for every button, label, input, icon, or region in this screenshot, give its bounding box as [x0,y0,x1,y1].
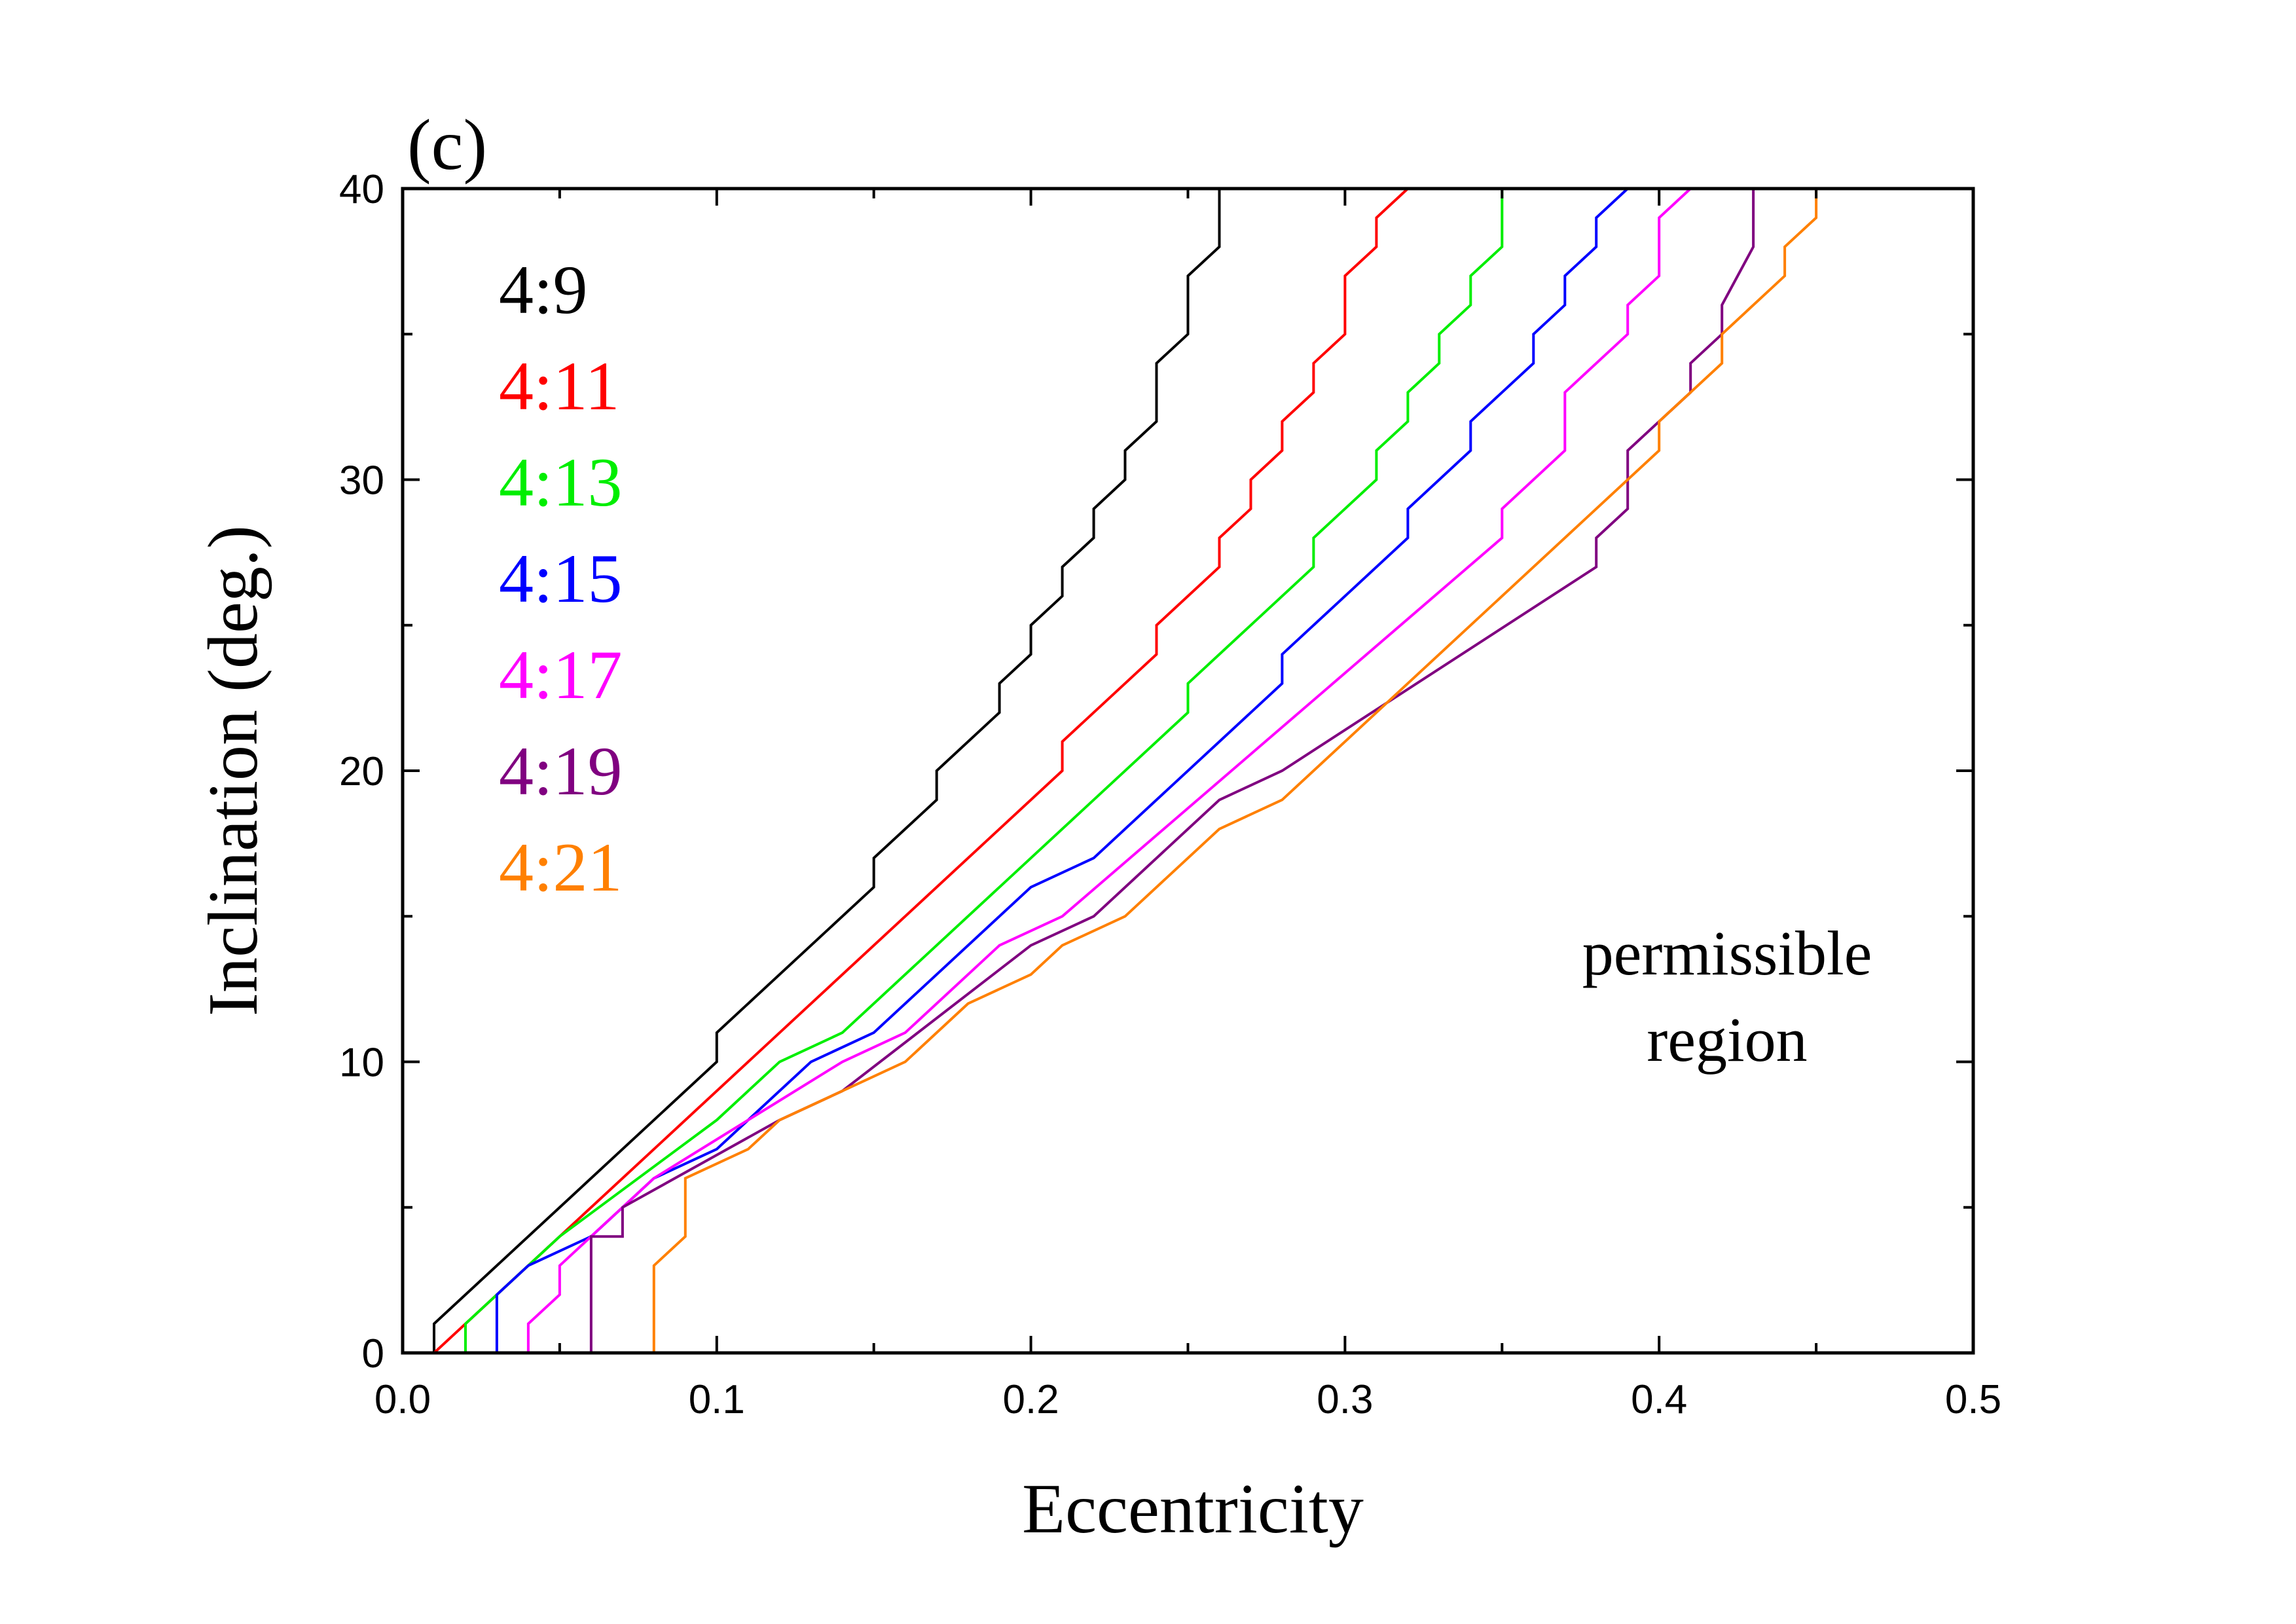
y-tick-labels: 0 10 20 30 40 [339,167,384,1376]
legend-entry-4-13: 4:13 [499,444,622,521]
y-tick-label: 10 [339,1041,384,1086]
legend-entry-4-11: 4:11 [499,348,620,424]
x-tick-label: 0.0 [374,1377,431,1422]
legend: 4:9 4:11 4:13 4:15 4:17 4:19 4:21 [499,251,622,906]
series-line-4-11 [433,187,1409,1354]
legend-entry-4-19: 4:19 [499,733,622,809]
y-axis-label: Inclination (deg.) [194,525,272,1016]
series-line-4-21 [652,189,1818,1353]
legend-entry-4-17: 4:17 [499,637,622,713]
y-tick-label: 40 [339,167,384,212]
x-tick-labels: 0.0 0.1 0.2 0.3 0.4 0.5 [374,1377,2001,1422]
legend-entry-4-9: 4:9 [499,251,587,328]
x-tick-label: 0.4 [1631,1377,1687,1422]
tick-layer [401,187,1975,1354]
y-tick-label: 20 [339,749,384,794]
series-line-4-17 [526,187,1692,1353]
annotation-line-1: permissible [1582,918,1872,988]
legend-entry-4-21: 4:21 [499,829,622,906]
series-line-4-19 [589,189,1755,1353]
x-tick-label: 0.1 [689,1377,745,1422]
x-axis-label: Eccentricity [1022,1470,1364,1548]
series-line-4-9 [433,189,1221,1353]
annotation-line-2: region [1647,1005,1807,1075]
series-line-4-13 [464,189,1504,1353]
panel-label: (c) [407,105,487,185]
y-tick-label: 30 [339,458,384,504]
x-tick-label: 0.3 [1317,1377,1373,1422]
series-layer [433,187,1818,1354]
legend-entry-4-15: 4:15 [499,540,622,617]
y-tick-label: 0 [362,1331,384,1376]
x-tick-label: 0.5 [1945,1377,2001,1422]
x-tick-label: 0.2 [1002,1377,1059,1422]
